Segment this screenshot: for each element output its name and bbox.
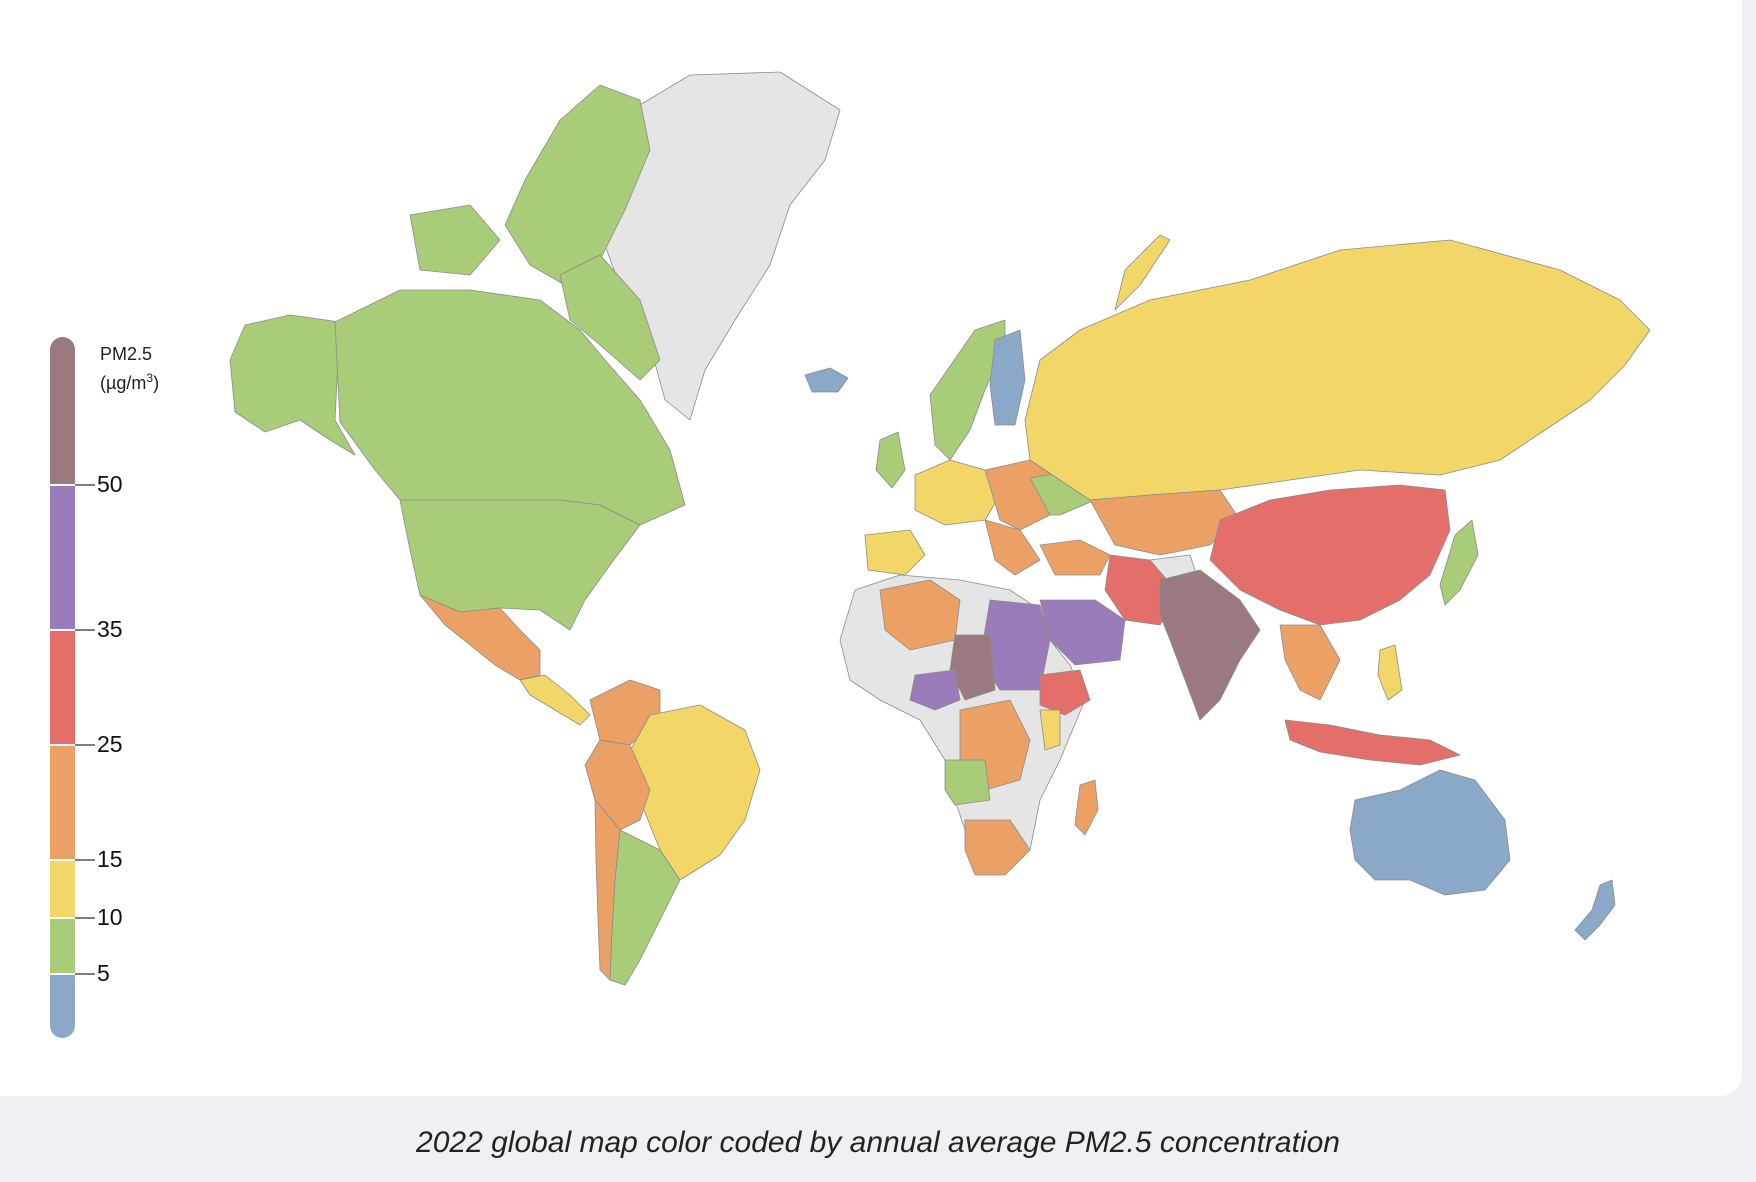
legend-title-pm25: PM2.5 [100, 344, 153, 364]
region-novaya-zemlya [1114, 234, 1171, 311]
legend-unit-suffix: ) [153, 373, 160, 393]
legend-bin-5-10 [50, 918, 75, 974]
region-western-europe [914, 459, 1001, 526]
region-australia [1349, 769, 1511, 896]
region-kenya [1039, 709, 1061, 751]
map-caption: 2022 global map color coded by annual av… [416, 1126, 1340, 1159]
region-balkans [984, 519, 1041, 576]
legend-tick-label-50: 50 [97, 471, 123, 497]
legend-unit-prefix: (µg/m [100, 373, 147, 393]
legend-tick-label-15: 15 [97, 846, 123, 872]
legend-tick-label-10: 10 [97, 904, 123, 930]
region-madagascar [1074, 779, 1099, 836]
legend-bin-25-35 [50, 630, 75, 745]
legend-bin-10-15 [50, 860, 75, 918]
region-southern-africa [964, 819, 1031, 876]
region-philippines [1377, 644, 1403, 701]
region-southeast-asia [1279, 624, 1341, 701]
region-central-america [519, 674, 591, 726]
region-mexico [419, 594, 541, 681]
map-card: .b5 { fill:#8aa8c8; } .b10 { fill:#a8cc7… [0, 0, 1742, 1096]
region-alaska [229, 314, 356, 456]
region-canadian-arctic-islands [504, 84, 651, 286]
legend-bin-15-25 [50, 745, 75, 860]
region-turkey [1039, 539, 1111, 576]
region-india-pakistan [1159, 569, 1261, 721]
region-uk [875, 431, 906, 489]
world-map: .b5 { fill:#8aa8c8; } .b10 { fill:#a8cc7… [229, 71, 1651, 986]
region-canada [334, 289, 686, 526]
region-ethiopia [1039, 669, 1091, 716]
legend-title: PM2.5 (µg/m3) [100, 342, 159, 395]
region-iberia [864, 529, 926, 576]
legend-tick-label-35: 35 [97, 616, 123, 642]
legend-bin-35-50 [50, 485, 75, 630]
region-chile [594, 799, 621, 981]
region-nigeria [909, 669, 961, 711]
region-iceland [804, 367, 849, 393]
legend-tick-label-25: 25 [97, 731, 123, 757]
region-finland [989, 329, 1026, 426]
region-indonesia [1284, 719, 1461, 766]
legend-bin-0-5 [50, 974, 75, 1038]
region-russia [1024, 239, 1651, 501]
legend-unit-sup: 3 [146, 371, 154, 385]
region-baffin-island [559, 254, 661, 381]
region-chad [949, 634, 996, 701]
region-new-zealand [1574, 879, 1616, 941]
region-norway-sweden [929, 319, 1006, 461]
region-china-mongolia [1209, 484, 1451, 626]
region-angola [944, 759, 991, 806]
legend-bin-50-plus [50, 337, 75, 485]
legend-tick-label-5: 5 [97, 960, 110, 986]
legend-unit: (µg/m3) [100, 366, 159, 395]
region-japan [1439, 519, 1479, 606]
region-arctic-island-west [409, 204, 501, 276]
legend-colorbar [50, 337, 95, 1038]
